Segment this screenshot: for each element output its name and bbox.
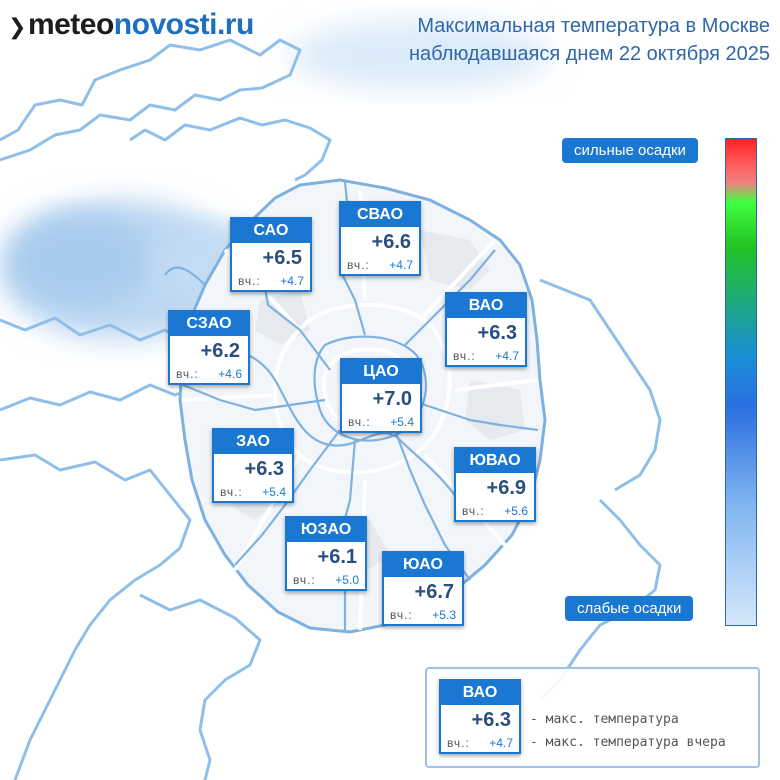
district-name: ЮВАО xyxy=(456,449,534,473)
district-yesterday-row: вч.: +5.6 xyxy=(456,500,534,520)
yesterday-label: вч.: xyxy=(348,415,371,429)
yesterday-label: вч.: xyxy=(293,573,316,587)
yesterday-label: вч.: xyxy=(447,736,470,750)
district-max-temp: +6.2 xyxy=(200,340,240,362)
region-boundary-s xyxy=(139,593,262,780)
district-max-temp: +6.3 xyxy=(477,322,517,344)
district-yesterday-temp: +4.7 xyxy=(280,274,304,288)
yesterday-label: вч.: xyxy=(176,367,199,381)
logo-part-2: novosti.ru xyxy=(113,8,255,41)
district-yesterday-row: вч.: +4.6 xyxy=(170,363,248,383)
precip-scale-top-label: сильные осадки xyxy=(562,138,698,163)
district-max-temp: +6.3 xyxy=(244,458,284,480)
region-boundary-sw xyxy=(0,453,192,780)
precip-scale-bottom-label: слабые осадки xyxy=(565,596,694,621)
map-title-line-1: Максимальная температура в Москве xyxy=(417,15,770,37)
map-title: Максимальная температура в Москве наблюд… xyxy=(409,12,770,68)
district-yesterday-row: вч.: +4.7 xyxy=(341,254,419,274)
precip-haze-top xyxy=(290,20,550,90)
radial-road-ne xyxy=(418,238,497,322)
district-yesterday-row: вч.: +5.3 xyxy=(384,604,462,624)
legend-sample-yesterday: +4.7 xyxy=(489,736,513,750)
legend-sample-name: ВАО xyxy=(441,681,519,705)
yesterday-label: вч.: xyxy=(238,274,261,288)
legend-sample-temp: +6.3 xyxy=(471,709,511,731)
district-yesterday-row: вч.: +4.7 xyxy=(232,270,310,290)
district-max-temp: +7.0 xyxy=(372,388,412,410)
yesterday-label: вч.: xyxy=(453,349,476,363)
legend-max-temp-desc: - макс. температура xyxy=(530,712,679,727)
district-name: ЗАО xyxy=(214,430,292,454)
district-boundary-west xyxy=(182,383,326,412)
region-boundary-e xyxy=(539,278,662,492)
district-max-temp: +6.9 xyxy=(486,477,526,499)
district-max-temp: +6.7 xyxy=(414,581,454,603)
district-name: СВАО xyxy=(341,203,419,227)
yesterday-label: вч.: xyxy=(390,608,413,622)
logo-mark-icon: ❯ xyxy=(8,14,26,39)
radial-road-e xyxy=(454,378,539,392)
yesterday-label: вч.: xyxy=(220,485,243,499)
district-yesterday-temp: +4.7 xyxy=(389,258,413,272)
district-yesterday-temp: +5.3 xyxy=(432,608,456,622)
precip-area-west-core xyxy=(10,215,150,305)
district-name: ЮАО xyxy=(384,553,462,577)
district-card-zao: ЗАО +6.3 вч.: +5.4 xyxy=(212,428,294,503)
district-card-vao: ВАО +6.3 вч.: +4.7 xyxy=(445,292,527,367)
district-card-yuao: ЮАО +6.7 вч.: +5.3 xyxy=(382,551,464,626)
district-yesterday-row: вч.: +4.7 xyxy=(447,345,525,365)
legend-max-temp-yesterday-desc: - макс. температура вчера xyxy=(530,735,726,750)
urban-block-2 xyxy=(465,380,525,440)
precipitation-scale-bar xyxy=(725,138,757,626)
district-card-yuzao: ЮЗАО +6.1 вч.: +5.0 xyxy=(285,516,367,591)
district-max-temp: +6.1 xyxy=(317,546,357,568)
zelenograd-like-bulge xyxy=(164,266,206,286)
region-boundary-n xyxy=(129,116,332,182)
district-card-sao: САО +6.5 вч.: +4.7 xyxy=(230,217,312,292)
district-card-tsao: ЦАО +7.0 вч.: +5.4 xyxy=(340,358,422,433)
site-logo[interactable]: ❯meteonovosti.ru xyxy=(8,8,254,42)
district-boundary-south-west xyxy=(234,429,341,566)
district-card-szao: СЗАО +6.2 вч.: +4.6 xyxy=(168,310,250,385)
district-max-temp: +6.5 xyxy=(262,247,302,269)
yesterday-label: вч.: xyxy=(347,258,370,272)
district-name: ВАО xyxy=(447,294,525,318)
district-card-svao: СВАО +6.6 вч.: +4.7 xyxy=(339,201,421,276)
yesterday-label: вч.: xyxy=(462,504,485,518)
district-name: СЗАО xyxy=(170,312,248,336)
district-card-yuvao: ЮВАО +6.9 вч.: +5.6 xyxy=(454,447,536,522)
district-yesterday-temp: +5.4 xyxy=(262,485,286,499)
district-yesterday-temp: +5.6 xyxy=(504,504,528,518)
district-max-temp: +6.6 xyxy=(371,231,411,253)
district-name: ЦАО xyxy=(342,360,420,384)
district-yesterday-temp: +4.6 xyxy=(218,367,242,381)
district-name: ЮЗАО xyxy=(287,518,365,542)
radial-road-w xyxy=(181,393,276,402)
moskva-river xyxy=(199,349,471,521)
legend-sample-card: ВАО +6.3 вч.: +4.7 xyxy=(439,679,521,754)
district-yesterday-temp: +5.0 xyxy=(335,573,359,587)
ttk-ring xyxy=(272,302,452,475)
district-boundary-east xyxy=(409,398,539,432)
legend-sample-yesterday-row: вч.: +4.7 xyxy=(441,732,519,752)
district-yesterday-row: вч.: +5.4 xyxy=(342,411,420,431)
district-yesterday-temp: +4.7 xyxy=(495,349,519,363)
district-yesterday-row: вч.: +5.0 xyxy=(287,569,365,589)
region-boundary-nw xyxy=(0,38,302,162)
district-yesterday-row: вч.: +5.4 xyxy=(214,481,292,501)
logo-part-1: meteo xyxy=(27,8,114,41)
map-title-line-2: наблюдавшаяся днем 22 октября 2025 xyxy=(408,43,770,65)
urban-block-1 xyxy=(420,230,490,290)
district-yesterday-temp: +5.4 xyxy=(390,415,414,429)
district-name: САО xyxy=(232,219,310,243)
